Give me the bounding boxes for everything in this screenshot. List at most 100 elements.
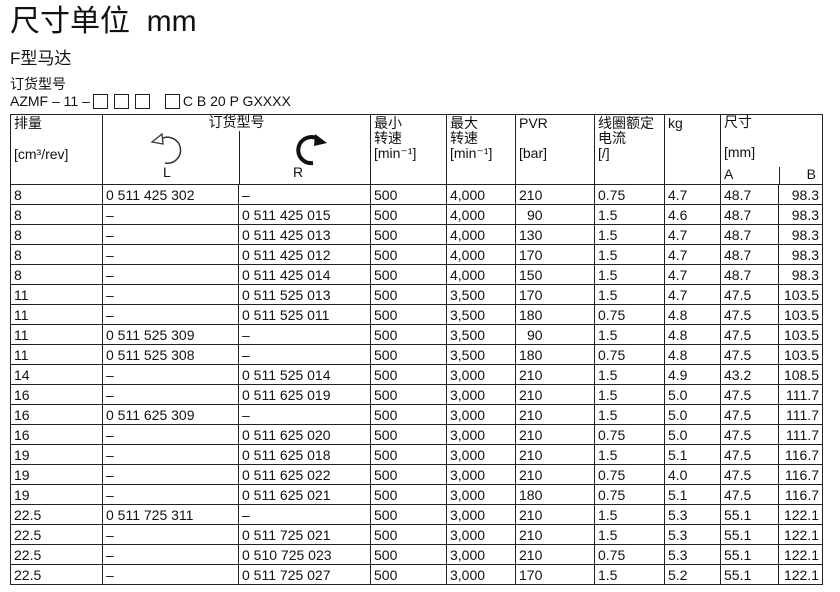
cell-weight: 4.8: [664, 304, 721, 325]
cell-current: 1.5: [594, 284, 665, 305]
cell-dim-b: 98.3: [778, 224, 823, 245]
cell-weight: 5.3: [664, 544, 721, 565]
cell-dim-a: 47.5: [720, 424, 779, 445]
table-row: 14–0 511 525 014 500 3,000 210 1.5 4.9 43.2 108…: [10, 364, 823, 385]
cell-dim-a: 48.7: [720, 264, 779, 285]
cell-displacement: 19: [10, 484, 103, 505]
cell-order-l: –: [102, 204, 239, 225]
clockwise-arrow-icon: [296, 134, 327, 166]
cell-weight: 5.1: [664, 444, 721, 465]
cell-dim-a: 47.5: [720, 444, 779, 465]
cell-current: 1.5: [594, 224, 665, 245]
cell-displacement: 11: [10, 324, 103, 345]
cell-weight: 4.7: [664, 184, 721, 205]
cell-displacement: 22.5: [10, 524, 103, 545]
cell-current: 0.75: [594, 484, 665, 505]
cell-displacement: 11: [10, 344, 103, 365]
header-pvr: PVR [bar]: [515, 114, 595, 185]
cell-pvr: 210: [515, 404, 595, 425]
cell-dim-a: 48.7: [720, 244, 779, 265]
cell-order-r: 0 511 725 021: [238, 524, 371, 545]
cell-order-l: –: [102, 364, 239, 385]
cell-min-speed: 500: [370, 224, 447, 245]
cell-min-speed: 500: [370, 324, 447, 345]
motor-table: 排量 [cm³/rev] 订货型号 L R 最小 转速 [min⁻¹] 最大 转速[…: [10, 114, 823, 585]
cell-pvr: 210: [515, 364, 595, 385]
cell-dim-b: 122.1: [778, 544, 823, 565]
cell-dim-a: 55.1: [720, 504, 779, 525]
cell-current: 1.5: [594, 244, 665, 265]
code-box: [134, 93, 150, 109]
cell-order-r: 0 511 425 012: [238, 244, 371, 265]
cell-order-l: –: [102, 244, 239, 265]
table-row: 8–0 511 425 012 500 4,000 170 1.5 4.7 48.7 98.3: [10, 244, 823, 265]
cell-max-speed: 3,000: [446, 524, 516, 545]
cell-displacement: 22.5: [10, 544, 103, 565]
cell-current: 0.75: [594, 344, 665, 365]
cell-displacement: 19: [10, 464, 103, 485]
cell-dim-b: 111.7: [778, 424, 823, 445]
cell-weight: 5.0: [664, 424, 721, 445]
cell-dim-a: 47.5: [720, 284, 779, 305]
cell-order-r: –: [238, 344, 371, 365]
cell-weight: 4.9: [664, 364, 721, 385]
cell-max-speed: 4,000: [446, 184, 516, 205]
cell-displacement: 8: [10, 204, 103, 225]
cell-current: 1.5: [594, 384, 665, 405]
cell-pvr: 210: [515, 424, 595, 445]
cell-min-speed: 500: [370, 524, 447, 545]
cell-dim-b: 103.5: [778, 344, 823, 365]
cell-order-l: 0 511 425 302: [102, 184, 239, 205]
cell-weight: 5.0: [664, 384, 721, 405]
cell-displacement: 11: [10, 284, 103, 305]
cell-order-l: –: [102, 284, 239, 305]
cell-order-l: 0 511 625 309: [102, 404, 239, 425]
cell-displacement: 22.5: [10, 564, 103, 585]
cell-weight: 5.3: [664, 504, 721, 525]
cell-current: 1.5: [594, 504, 665, 525]
cell-displacement: 8: [10, 224, 103, 245]
cell-pvr: 130: [515, 224, 595, 245]
cell-current: 1.5: [594, 264, 665, 285]
table-row: 22.5–0 510 725 023 500 3,000 210 0.75 5.3 55.1…: [10, 544, 823, 565]
table-row: 19–0 511 625 021 500 3,000 180 0.75 5.1 47.5 11…: [10, 484, 823, 505]
cell-order-r: 0 511 425 014: [238, 264, 371, 285]
cell-dim-b: 103.5: [778, 304, 823, 325]
cell-order-r: 0 511 625 018: [238, 444, 371, 465]
cell-min-speed: 500: [370, 544, 447, 565]
cell-current: 1.5: [594, 404, 665, 425]
cell-pvr: 210: [515, 524, 595, 545]
cell-order-l: –: [102, 564, 239, 585]
cell-dim-b: 116.7: [778, 484, 823, 505]
header-order-code: 订货型号 L R: [102, 114, 371, 185]
cell-displacement: 16: [10, 404, 103, 425]
cell-dim-a: 48.7: [720, 204, 779, 225]
cell-pvr: 210: [515, 444, 595, 465]
counterclockwise-arrow-icon: [150, 132, 182, 164]
table-row: 8–0 511 425 014 500 4,000 150 1.5 4.7 48.7 98.3: [10, 264, 823, 285]
cell-dim-a: 47.5: [720, 404, 779, 425]
cell-dim-b: 111.7: [778, 404, 823, 425]
cell-max-speed: 3,000: [446, 424, 516, 445]
header-weight: kg: [664, 114, 721, 185]
cell-displacement: 14: [10, 364, 103, 385]
cell-order-r: 0 511 625 021: [238, 484, 371, 505]
cell-dim-a: 48.7: [720, 184, 779, 205]
cell-pvr: 90: [515, 324, 595, 345]
cell-max-speed: 4,000: [446, 224, 516, 245]
cell-order-l: 0 511 725 311: [102, 504, 239, 525]
cell-dim-a: 43.2: [720, 364, 779, 385]
cell-min-speed: 500: [370, 404, 447, 425]
cell-dim-a: 47.5: [720, 324, 779, 345]
cell-pvr: 90: [515, 204, 595, 225]
cell-dim-b: 122.1: [778, 504, 823, 525]
cell-current: 1.5: [594, 364, 665, 385]
cell-dim-a: 47.5: [720, 464, 779, 485]
cell-min-speed: 500: [370, 284, 447, 305]
cell-max-speed: 3,500: [446, 344, 516, 365]
cell-dim-b: 103.5: [778, 284, 823, 305]
cell-dim-a: 55.1: [720, 564, 779, 585]
cell-weight: 4.0: [664, 464, 721, 485]
cell-order-l: –: [102, 424, 239, 445]
